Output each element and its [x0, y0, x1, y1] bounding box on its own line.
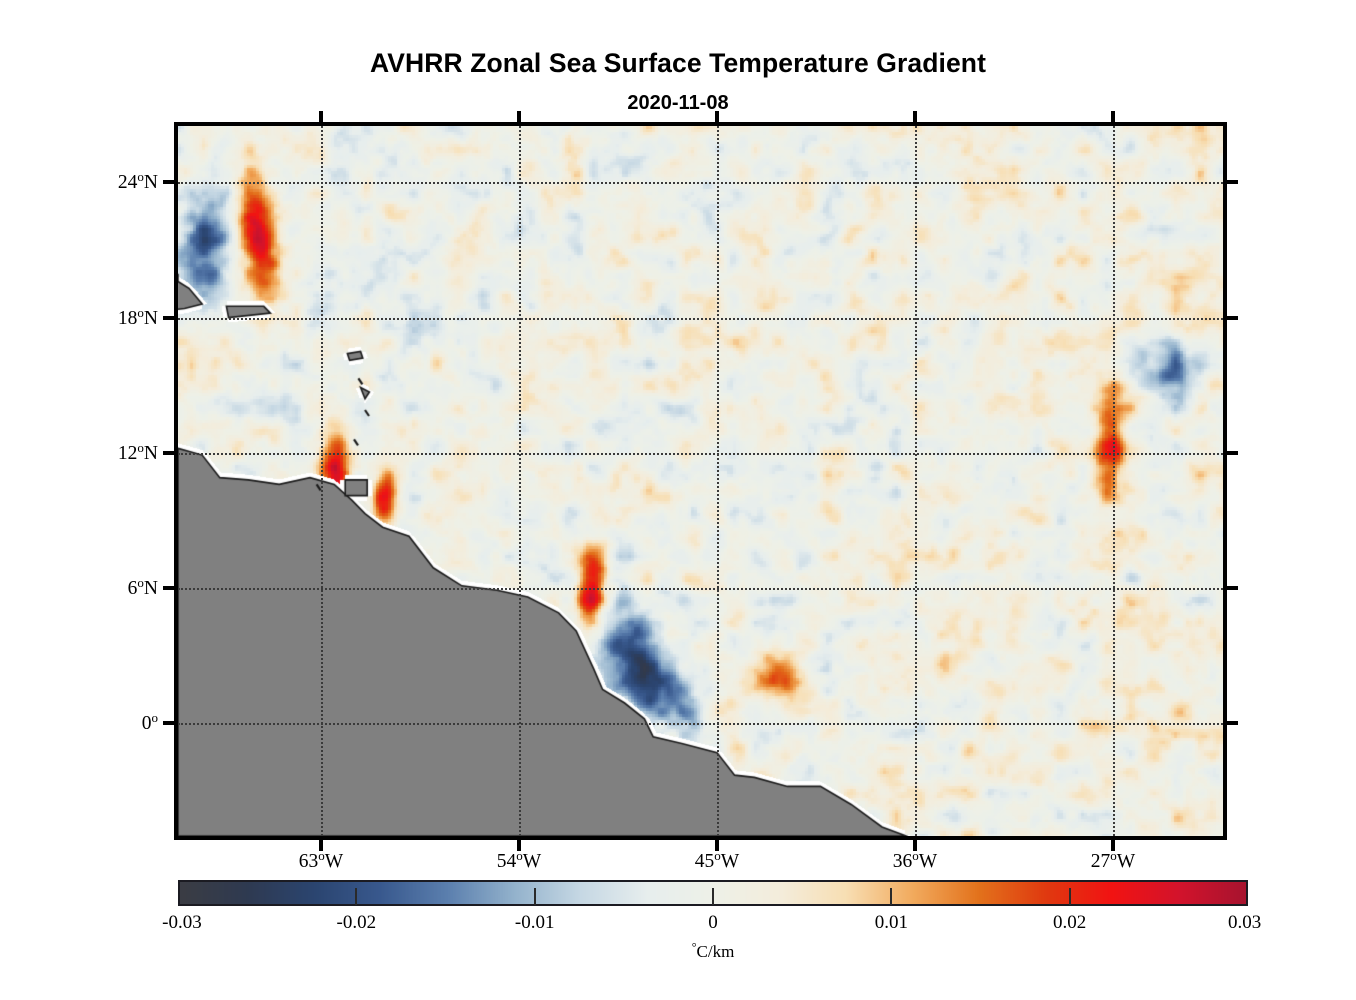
x-axis-tick-top — [913, 111, 917, 126]
x-axis-ticklabel: 27oW — [1090, 848, 1136, 872]
colorbar-ticklabel: 0.01 — [874, 912, 908, 933]
x-axis-tick-top — [319, 111, 323, 126]
colorbar[interactable]: -0.03 -0.02 -0.01 0 0.01 0.02 0.03 °C/km — [162, 880, 1261, 961]
x-axis-tick — [319, 836, 323, 851]
colorbar-ticklabel: -0.02 — [336, 912, 377, 933]
graticule-layer — [178, 126, 1223, 836]
y-axis-tick-right — [1223, 721, 1238, 726]
gridline-latitude — [178, 452, 1223, 455]
y-axis-tick — [163, 180, 178, 185]
y-axis-ticklabel: 12oN — [117, 439, 158, 464]
colorbar-ticklabel: 0.03 — [1228, 912, 1262, 933]
gridline-latitude — [178, 723, 1223, 726]
y-axis-ticklabel: 18oN — [117, 304, 158, 329]
x-axis-tick-top — [715, 111, 719, 126]
y-axis-tick-right — [1223, 450, 1238, 455]
gridline-longitude — [321, 126, 323, 836]
colorbar-unit-label: °C/km — [691, 940, 735, 961]
y-axis-tick — [163, 721, 178, 726]
y-axis-tick — [163, 450, 178, 455]
y-axis-tick — [163, 315, 178, 320]
x-axis-ticklabel: 54oW — [496, 848, 542, 872]
gridline-longitude — [915, 126, 917, 836]
colorbar-tick — [890, 888, 893, 905]
sst-gradient-raster — [178, 126, 1223, 836]
y-axis-ticklabel: 24oN — [117, 169, 158, 194]
colorbar-ticklabel: 0 — [708, 912, 718, 933]
colorbar-tick — [533, 888, 536, 905]
colorbar-tick — [712, 888, 714, 905]
figure-subtitle: 2020-11-08 — [627, 92, 729, 114]
y-axis-tick — [163, 586, 178, 591]
y-axis-ticklabel: 6oN — [127, 575, 158, 600]
colorbar-ticklabel: -0.03 — [162, 912, 202, 933]
x-axis-ticklabel: 63oW — [298, 848, 344, 872]
gridline-longitude — [519, 126, 521, 836]
gridline-latitude — [178, 182, 1223, 185]
x-axis-ticklabel: 36oW — [892, 848, 938, 872]
y-axis-tick-right — [1223, 315, 1238, 320]
x-axis-tick-top — [517, 111, 521, 126]
gridline-longitude — [717, 126, 719, 836]
x-axis-tick-top — [1111, 111, 1115, 126]
colorbar-tick — [1068, 888, 1071, 905]
y-axis-tick-right — [1223, 586, 1238, 591]
colorbar-ticklabel: -0.01 — [514, 912, 555, 933]
x-axis-ticklabel: 45oW — [694, 848, 740, 872]
y-axis-ticklabel: 0o — [141, 710, 158, 735]
gridline-latitude — [178, 588, 1223, 591]
x-axis-tick — [1111, 836, 1115, 851]
colorbar-tick — [355, 888, 358, 905]
colorbar-ticklabel: 0.02 — [1053, 912, 1087, 933]
gridline-longitude — [1113, 126, 1115, 836]
y-axis-tick-right — [1223, 180, 1238, 185]
map-plot-area[interactable] — [174, 122, 1227, 840]
gridline-latitude — [178, 317, 1223, 320]
x-axis-tick — [913, 836, 917, 851]
page-title: AVHRR Zonal Sea Surface Temperature Grad… — [369, 48, 987, 78]
x-axis-tick — [517, 836, 521, 851]
x-axis-tick — [715, 836, 719, 851]
